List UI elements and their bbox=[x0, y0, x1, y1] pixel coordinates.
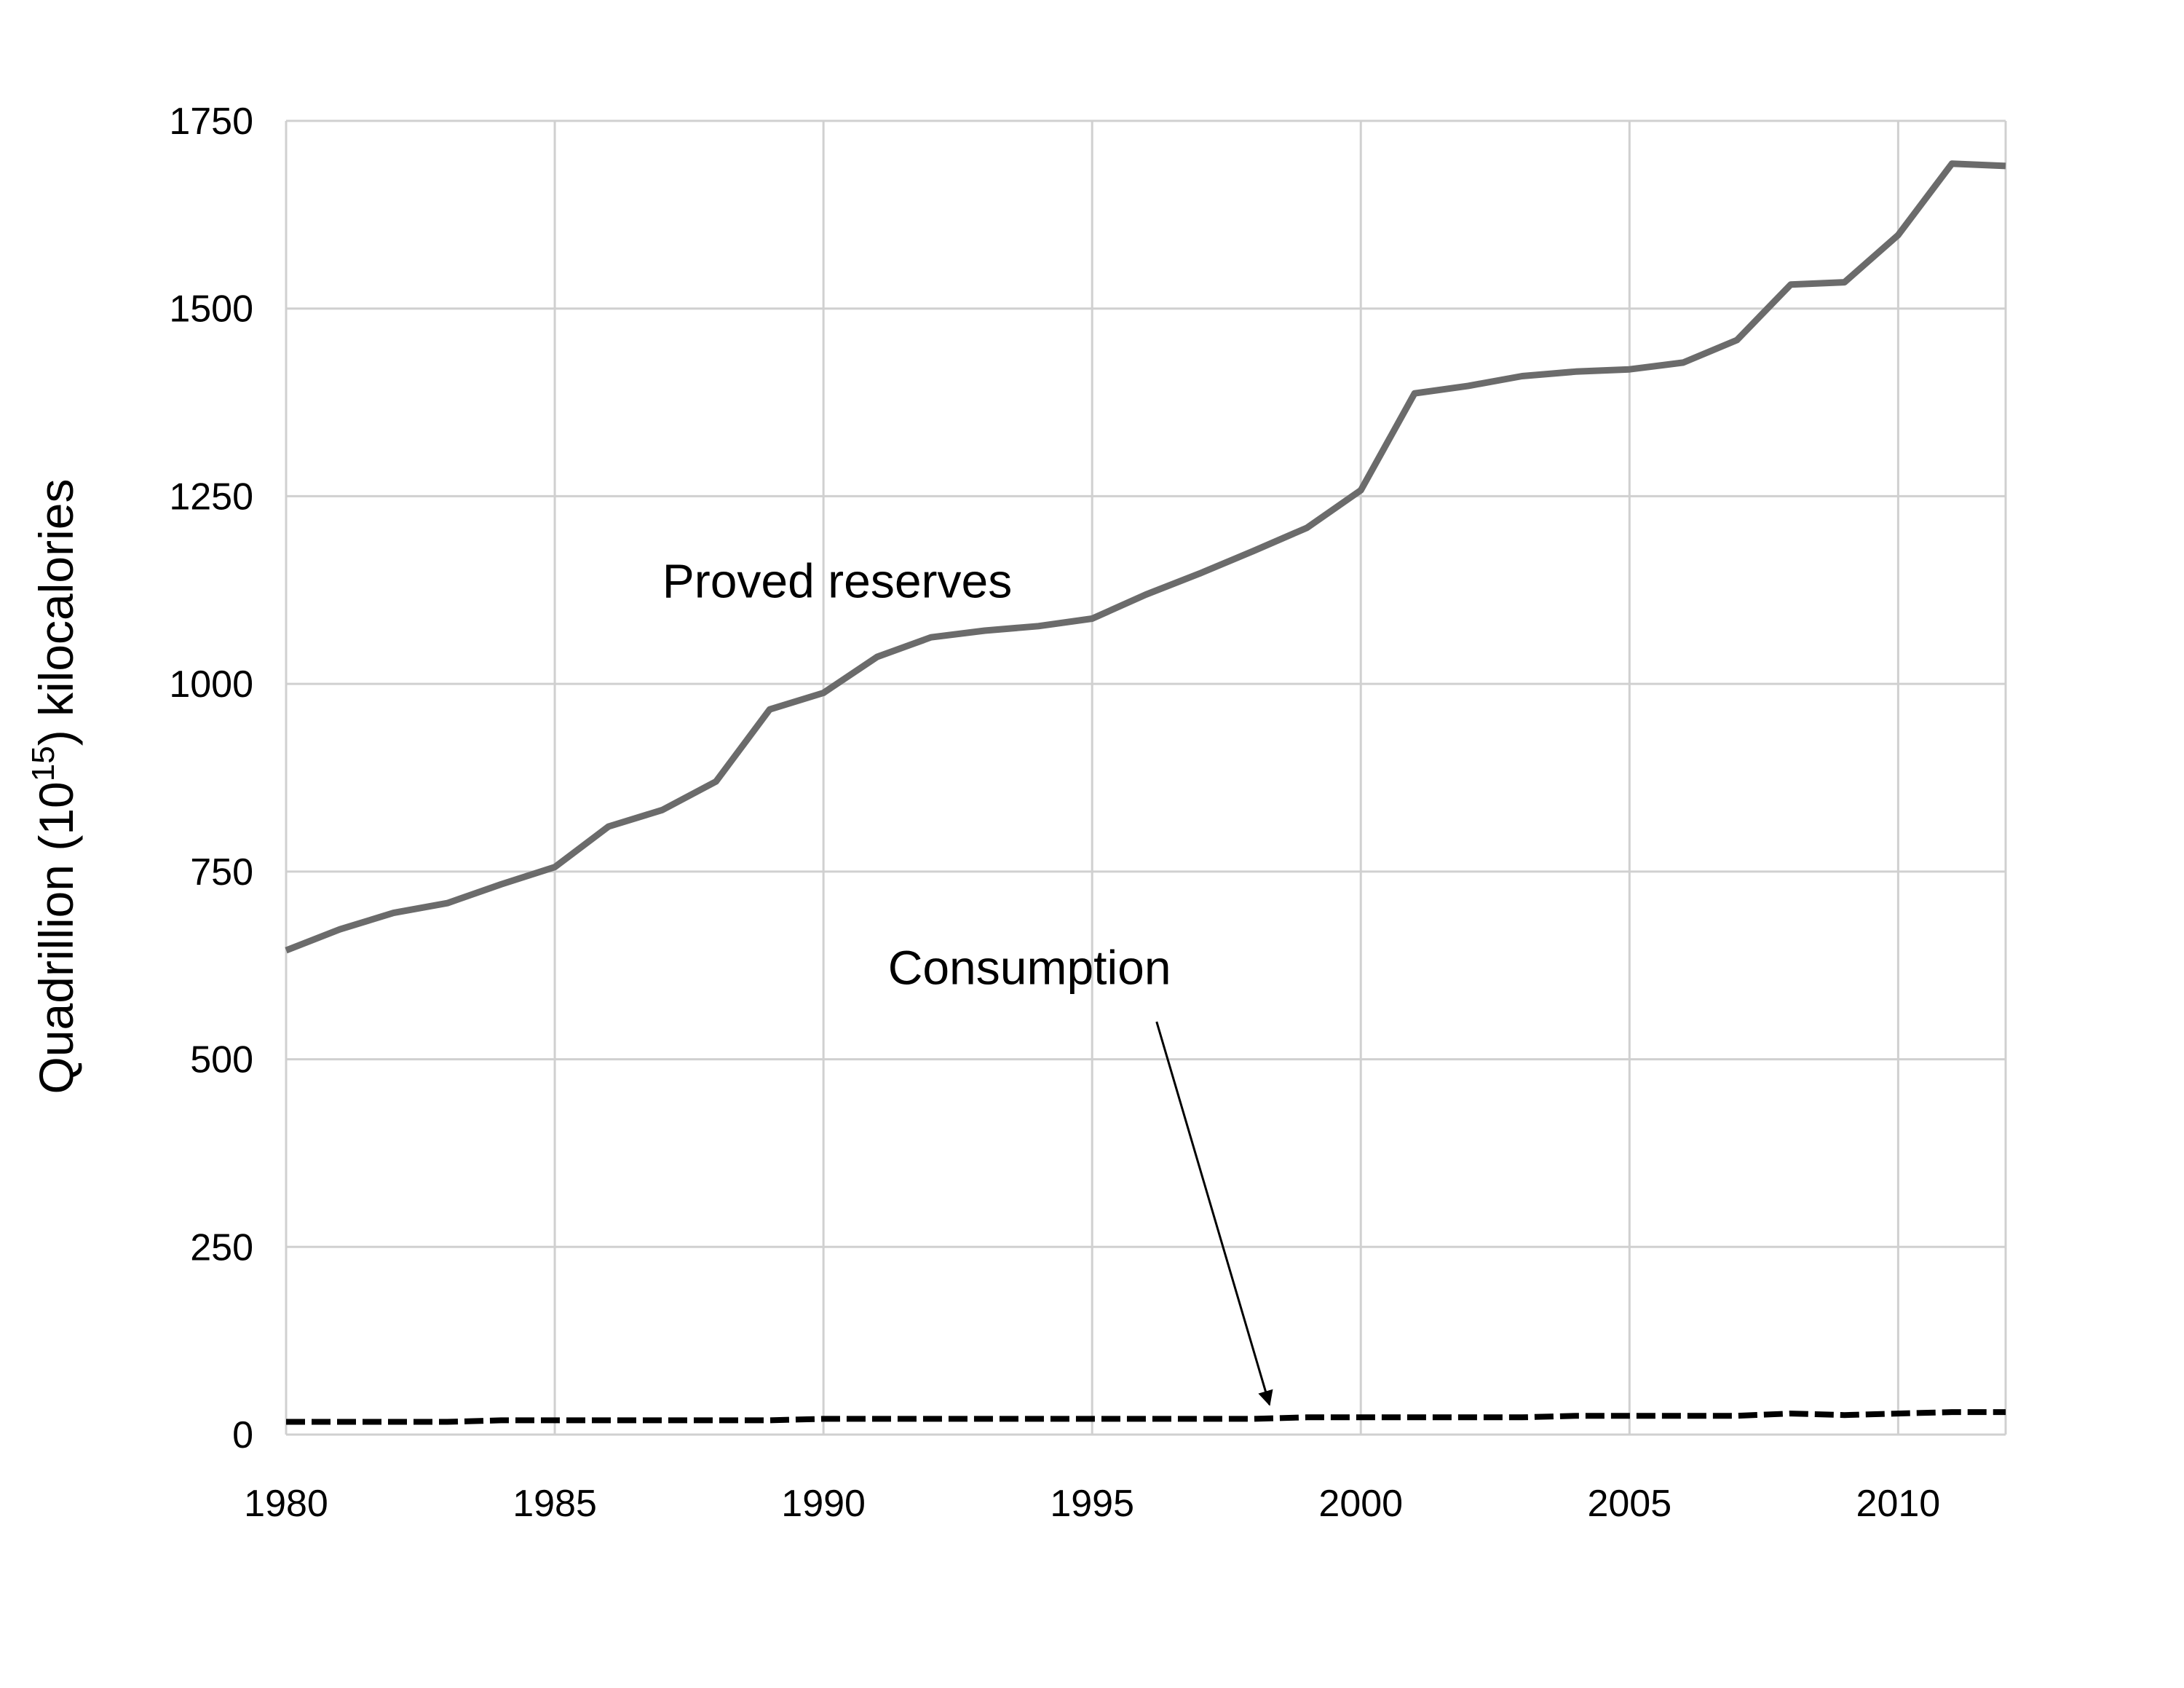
series-line-1 bbox=[286, 1409, 2006, 1425]
x-tick-label-3: 1995 bbox=[1050, 1483, 1134, 1525]
annotation-1: Consumption bbox=[888, 940, 1171, 994]
x-tick-label-4: 2000 bbox=[1318, 1483, 1403, 1525]
y-axis-title: Quadrillion (1015) kilocalories bbox=[25, 479, 83, 1095]
gridlines bbox=[285, 119, 2007, 1436]
x-tick-label-2: 1990 bbox=[781, 1483, 866, 1525]
x-tick-label-5: 2005 bbox=[1587, 1483, 1671, 1525]
y-tick-label-1: 250 bbox=[190, 1226, 253, 1269]
tick-labels: 0 250 500 750 1000 1250 1500 1750 1980 1985 1990 19… bbox=[169, 100, 1940, 1525]
annotation-arrow-1 bbox=[1155, 1021, 1273, 1406]
y-tick-label-7: 1750 bbox=[169, 100, 253, 143]
y-tick-label-0: 0 bbox=[232, 1414, 253, 1456]
annotation-0: Proved reserves bbox=[662, 554, 1013, 608]
y-tick-label-4: 1000 bbox=[169, 663, 253, 706]
y-tick-label-6: 1500 bbox=[169, 288, 253, 331]
x-tick-label-1: 1985 bbox=[513, 1483, 597, 1525]
y-tick-label-2: 500 bbox=[190, 1039, 253, 1081]
annotations: Proved reserves Consumption bbox=[662, 554, 1273, 1406]
x-tick-label-0: 1980 bbox=[244, 1483, 328, 1525]
y-tick-label-5: 1250 bbox=[169, 476, 253, 518]
series-line-0 bbox=[285, 160, 2006, 954]
series-layer bbox=[285, 160, 2006, 1425]
x-tick-label-6: 2010 bbox=[1856, 1483, 1941, 1525]
y-tick-label-3: 750 bbox=[190, 851, 253, 894]
